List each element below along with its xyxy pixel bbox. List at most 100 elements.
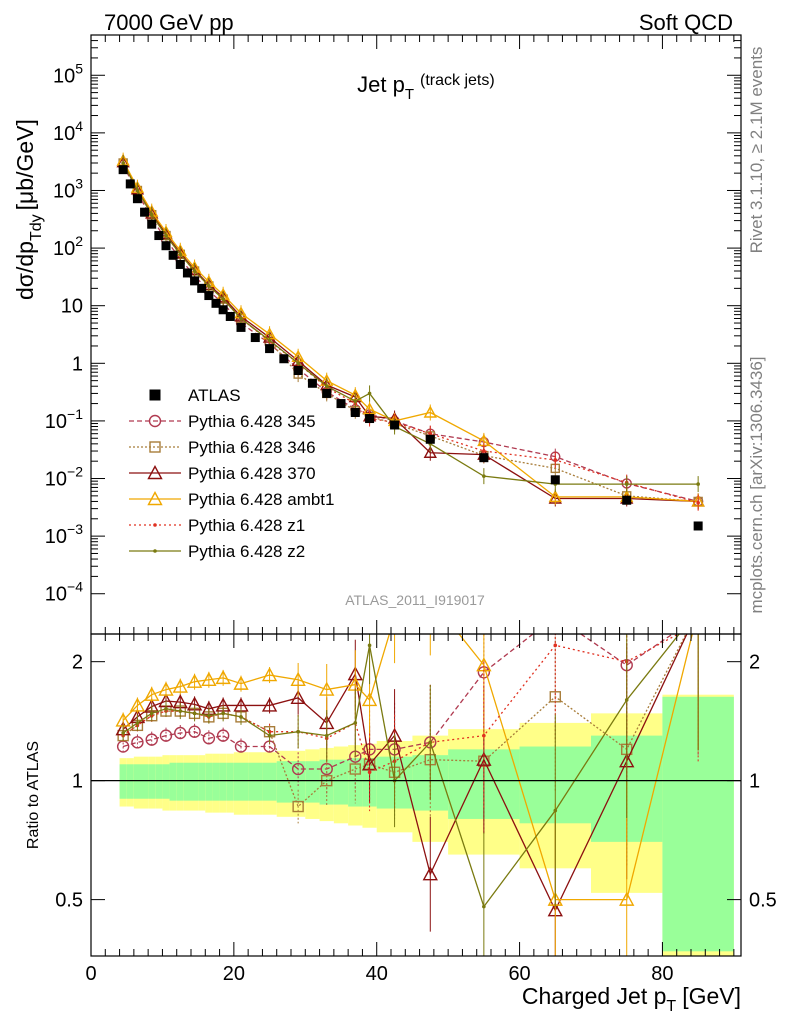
data-point <box>135 188 140 193</box>
data-point <box>207 284 211 288</box>
green-band-bin <box>133 764 141 799</box>
legend-label: Pythia 6.428 346 <box>188 438 316 457</box>
ratio-point <box>353 721 358 725</box>
ratio-point <box>553 643 558 648</box>
ratio-point <box>234 740 248 753</box>
atlas-data-point <box>293 366 303 376</box>
data-point <box>548 489 562 503</box>
ratio-y-tick-label: 1 <box>72 771 83 793</box>
ratio-point <box>121 731 125 735</box>
main-title: Jet pT <box>357 72 414 103</box>
y-tick-label: 103 <box>53 175 83 202</box>
atlas-data-point <box>161 241 171 251</box>
green-band-bin <box>262 762 277 801</box>
ratio-point <box>290 689 306 705</box>
ratio-point <box>129 697 146 712</box>
ratio-point <box>202 732 216 745</box>
data-point <box>696 500 700 505</box>
green-band-bin <box>126 764 134 799</box>
atlas-data-point <box>118 165 128 175</box>
atlas-data-point <box>218 305 228 315</box>
data-point <box>482 474 486 478</box>
series-line <box>122 162 699 485</box>
data-point <box>423 445 437 458</box>
legend-label: ATLAS <box>188 386 241 405</box>
ratio-point <box>186 673 203 688</box>
y-tick-label: 10 <box>61 296 83 318</box>
ratio-point <box>178 709 183 713</box>
atlas-data-point <box>225 311 235 321</box>
atlas-data-point <box>550 475 560 485</box>
legend-label: Pythia 6.428 370 <box>188 464 316 483</box>
analysis-watermark: ATLAS_2011_I919017 <box>345 592 485 608</box>
ratio-point <box>296 729 300 734</box>
atlas-data-point <box>211 298 221 308</box>
atlas-data-point <box>154 231 164 241</box>
atlas-data-point <box>250 333 260 343</box>
green-band-bin <box>233 762 249 801</box>
atlas-data-point <box>190 276 200 286</box>
x-tick-label: 60 <box>508 963 530 985</box>
ratio-plot-frame <box>90 633 742 957</box>
ratio-point <box>349 763 361 775</box>
legend-marker <box>153 523 157 527</box>
data-point <box>267 338 272 343</box>
top-y-axis-label: dσ/dpTdy[μb/GeV] <box>12 119 45 300</box>
ratio-point <box>367 770 372 775</box>
ratio-point <box>482 904 486 909</box>
ratio-line <box>122 634 687 808</box>
data-point <box>367 391 372 396</box>
ratio-plot-series <box>91 604 741 956</box>
ratio-point <box>144 686 160 701</box>
ratio-point <box>239 715 243 719</box>
atlas-data-point <box>336 399 346 409</box>
green-band-bin <box>212 762 220 801</box>
series-line <box>122 161 699 503</box>
ratio-point <box>422 866 438 881</box>
ratio-y-axis-label: Ratio to ATLAS <box>25 741 42 849</box>
data-point <box>696 482 700 486</box>
ratio-point <box>324 733 329 738</box>
ratio-point <box>692 604 705 616</box>
atlas-data-point <box>622 495 632 505</box>
ratio-point <box>550 611 561 622</box>
green-band-bin <box>162 764 170 799</box>
ratio-point <box>131 736 144 749</box>
atlas-data-point <box>182 268 192 278</box>
atlas-data-point <box>307 378 317 388</box>
legend-marker <box>147 465 163 480</box>
ratio-series-group <box>115 604 705 956</box>
ratio-y-tick-label-right: 2 <box>749 652 760 674</box>
green-band-bin <box>226 762 234 801</box>
ratio-point <box>233 675 249 690</box>
atlas-data-point <box>175 259 185 269</box>
ratio-point <box>696 622 700 626</box>
atlas-data-point <box>265 344 275 354</box>
ratio-point <box>292 800 304 813</box>
green-band-bin <box>333 759 349 805</box>
data-point <box>296 361 300 366</box>
ratio-point <box>692 604 705 616</box>
top-plot-series <box>116 152 705 531</box>
y-tick-label: 1 <box>72 353 83 375</box>
y-tick-label: 102 <box>53 233 83 260</box>
legend-marker <box>147 491 163 506</box>
legend-marker <box>153 549 157 553</box>
ratio-point <box>145 733 158 746</box>
data-point <box>149 212 154 217</box>
ratio-point <box>192 711 197 716</box>
ratio-point <box>174 726 187 740</box>
ratio-point <box>159 729 173 742</box>
y-tick-label: 105 <box>53 60 83 87</box>
x-tick-label: 20 <box>223 963 245 985</box>
atlas-data-point <box>350 407 360 417</box>
ratio-point <box>207 713 211 718</box>
rivet-label: Rivet 3.1.10, ≥ 2.1M events <box>747 47 766 254</box>
legend-label: Pythia 6.428 ambt1 <box>188 490 334 509</box>
ratio-line <box>122 634 681 909</box>
data-point <box>221 297 225 301</box>
ratio-line <box>122 634 693 901</box>
ratio-point <box>476 751 492 766</box>
data-point <box>121 161 125 165</box>
